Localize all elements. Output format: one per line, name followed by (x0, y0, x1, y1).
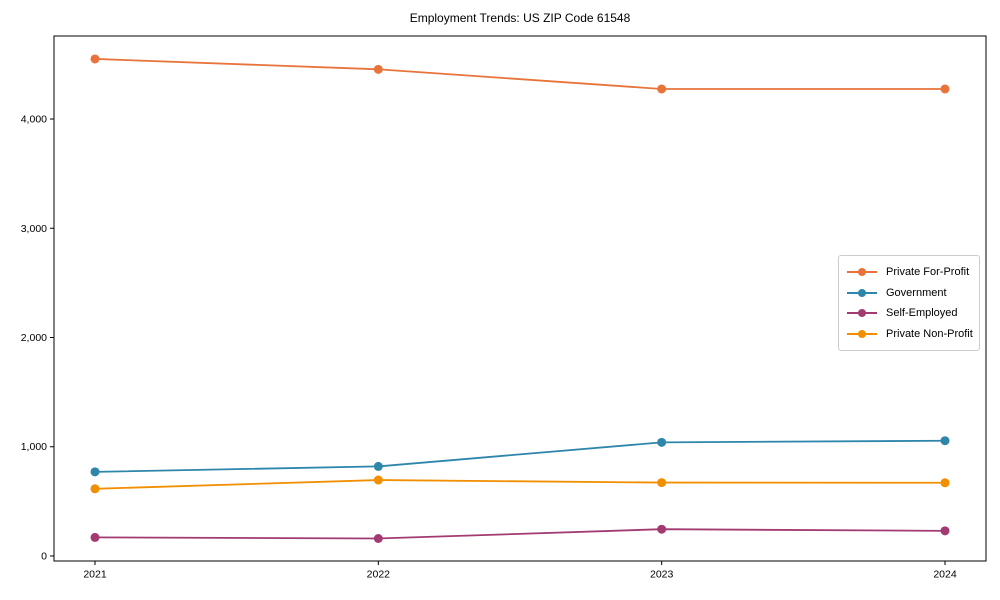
legend-item: Private For-Profit (847, 262, 971, 283)
legend-swatch-dot (858, 329, 866, 338)
x-tick-label: 2022 (367, 569, 391, 581)
series-line-private-non-profit (94, 479, 946, 490)
x-tick-label: 2021 (83, 569, 107, 581)
data-point (373, 461, 383, 471)
legend-item-label: Private For-Profit (886, 266, 970, 279)
legend-swatch-dot (858, 268, 866, 277)
legend-item-label: Private Non-Profit (886, 327, 973, 340)
series-line-private-for-profit (94, 58, 946, 90)
data-point (657, 478, 667, 488)
data-point (90, 467, 100, 477)
legend-swatch-dot (858, 309, 866, 318)
legend-line-marker-icon (847, 329, 877, 339)
data-point (90, 532, 100, 542)
data-point (373, 64, 383, 74)
data-point (90, 484, 100, 494)
chart-title: Employment Trends: US ZIP Code 61548 (409, 11, 631, 25)
data-point (373, 475, 383, 485)
legend-line-marker-icon (847, 267, 877, 277)
y-tick-label: 4,000 (21, 114, 47, 126)
data-point (657, 437, 667, 447)
y-tick-label: 1,000 (21, 441, 47, 453)
y-tick-label: 2,000 (21, 332, 47, 344)
y-tick-label: 3,000 (21, 223, 47, 235)
x-tick-label: 2024 (933, 569, 957, 581)
legend-item: Government (847, 283, 971, 304)
data-point (940, 84, 950, 94)
series-line-government (94, 439, 946, 473)
data-point (657, 524, 667, 534)
data-point (657, 84, 667, 94)
data-point (940, 478, 950, 488)
legend: Private For-Profit Government Self-Employe… (838, 255, 980, 351)
x-tick-label: 2023 (650, 569, 674, 581)
legend-item-label: Self-Employed (886, 307, 958, 320)
legend-line-marker-icon (847, 308, 877, 318)
y-tick-label: 0 (41, 550, 47, 562)
data-point (373, 533, 383, 543)
legend-item: Private Non-Profit (847, 324, 973, 345)
data-point (940, 526, 950, 536)
axes-frame (53, 35, 987, 562)
legend-line-marker-icon (847, 288, 877, 298)
data-point (940, 436, 950, 446)
legend-item-label: Government (886, 286, 947, 299)
legend-item: Self-Employed (847, 303, 971, 324)
series-line-self-employed (94, 528, 946, 540)
data-point (90, 54, 100, 64)
legend-swatch-dot (858, 288, 866, 297)
